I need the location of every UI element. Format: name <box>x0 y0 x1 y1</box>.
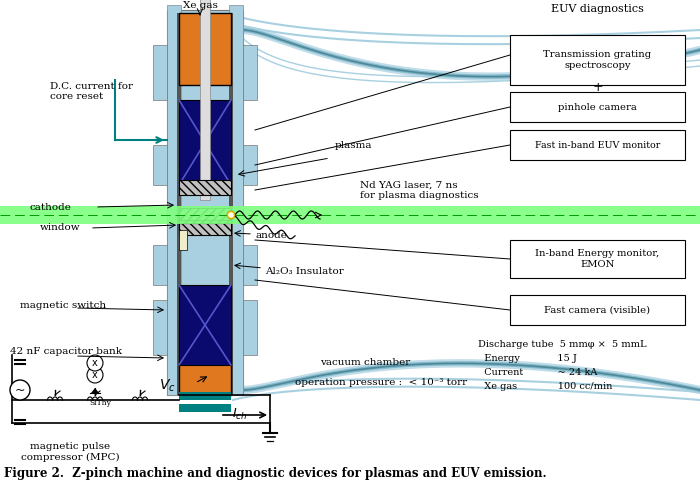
Circle shape <box>227 211 235 219</box>
Bar <box>153 145 167 185</box>
Text: Fast in-band EUV monitor: Fast in-band EUV monitor <box>535 140 660 150</box>
Text: In-band Energy monitor,
EMON: In-band Energy monitor, EMON <box>536 249 659 269</box>
Text: anode: anode <box>255 231 287 241</box>
Bar <box>177 13 181 395</box>
Bar <box>200 0 210 200</box>
Bar <box>153 300 167 355</box>
Text: Xe gas: Xe gas <box>183 1 218 10</box>
Bar <box>243 245 257 285</box>
Text: magnetic pulse
compressor (MPC): magnetic pulse compressor (MPC) <box>21 442 119 462</box>
Text: EUV diagnostics: EUV diagnostics <box>551 4 643 14</box>
Text: D.C. current for
core reset: D.C. current for core reset <box>50 82 133 102</box>
Bar <box>510 92 685 122</box>
Text: +: + <box>592 82 603 94</box>
Text: x: x <box>92 370 98 380</box>
Bar <box>510 130 685 160</box>
Text: cathode: cathode <box>30 204 72 212</box>
Bar <box>179 230 187 250</box>
Bar <box>167 5 181 395</box>
Text: vacuum chamber: vacuum chamber <box>320 358 410 367</box>
Bar <box>229 13 233 395</box>
Bar <box>510 35 685 85</box>
Bar <box>229 5 243 395</box>
Circle shape <box>229 213 233 217</box>
Bar <box>167 10 243 395</box>
Bar <box>153 245 167 285</box>
Text: Fast camera (visible): Fast camera (visible) <box>545 306 650 314</box>
Text: Al₂O₃ Insulator: Al₂O₃ Insulator <box>265 267 344 277</box>
Bar <box>179 13 231 85</box>
Text: Discharge tube  5 mmφ ×  5 mmL
  Energy            15 J
  Current           ~ 24: Discharge tube 5 mmφ × 5 mmL Energy 15 J… <box>478 340 647 391</box>
Bar <box>153 45 167 100</box>
Text: pinhole camera: pinhole camera <box>558 103 637 111</box>
Bar <box>179 180 231 195</box>
Circle shape <box>87 367 103 383</box>
Text: $\boldsymbol{V_c}$: $\boldsymbol{V_c}$ <box>159 378 176 395</box>
Bar <box>243 45 257 100</box>
Text: ~: ~ <box>15 383 25 397</box>
Bar <box>179 210 231 230</box>
Text: SiThy: SiThy <box>89 399 111 407</box>
Text: 42 nF capacitor bank: 42 nF capacitor bank <box>10 347 122 357</box>
Text: Figure 2.  Z-pinch machine and diagnostic devices for plasmas and EUV emission.: Figure 2. Z-pinch machine and diagnostic… <box>4 467 547 480</box>
Text: Transmission grating
spectroscopy: Transmission grating spectroscopy <box>543 50 652 69</box>
Bar <box>179 320 231 395</box>
Bar <box>179 208 231 220</box>
Bar <box>0 206 700 224</box>
Circle shape <box>87 355 103 371</box>
Bar <box>179 100 231 185</box>
Bar <box>179 285 231 365</box>
Bar <box>179 223 231 235</box>
Bar <box>243 145 257 185</box>
Text: magnetic switch: magnetic switch <box>20 300 106 310</box>
Bar <box>243 300 257 355</box>
Text: $\boldsymbol{I_{ch}}$: $\boldsymbol{I_{ch}}$ <box>232 407 248 422</box>
Bar <box>179 404 231 412</box>
Text: Nd YAG laser, 7 ns
for plasma diagnostics: Nd YAG laser, 7 ns for plasma diagnostic… <box>360 181 479 200</box>
Bar <box>510 295 685 325</box>
Text: window: window <box>40 224 80 232</box>
Text: operation pressure :  < 10⁻³ torr: operation pressure : < 10⁻³ torr <box>295 378 467 387</box>
Text: x: x <box>92 358 98 368</box>
Circle shape <box>10 380 30 400</box>
Text: plasma: plasma <box>335 141 372 150</box>
Polygon shape <box>91 388 99 393</box>
Bar <box>510 240 685 278</box>
Bar <box>179 392 231 400</box>
